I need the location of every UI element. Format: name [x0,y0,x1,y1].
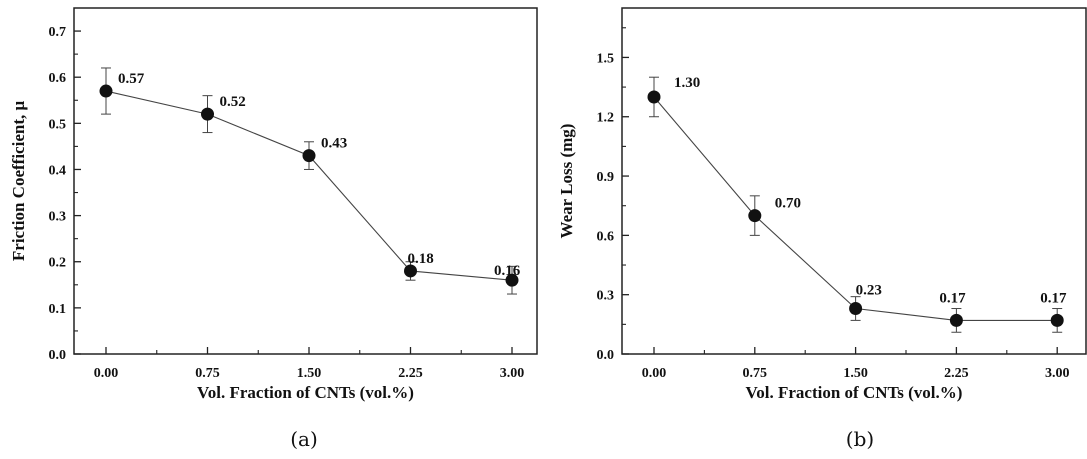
x-tick-label: 1.50 [297,366,322,381]
data-point [302,149,316,163]
x-tick-label: 0.75 [195,366,220,381]
x-tick-label: 0.00 [94,366,119,381]
x-tick-label: 2.25 [944,366,969,381]
data-point [505,273,519,287]
x-tick-label: 3.00 [1045,366,1070,381]
x-tick-label: 1.50 [843,366,868,381]
data-label: 0.18 [408,251,434,267]
panel-b-wear-chart: 0.0 0.3 0.6 0.9 1.2 1.5 0.00 0.75 1.50 2.25 3.00 1.… [557,7,1087,451]
data-label: 0.17 [939,290,966,306]
x-axis-title: Vol. Fraction of CNTs (vol.%) [746,383,963,402]
y-tick-label: 0.4 [49,163,67,178]
y-tick-label: 1.2 [597,111,615,126]
data-label: 0.70 [775,196,801,212]
y-tick-label: 0.7 [49,25,67,40]
panel-caption: (a) [290,427,318,451]
x-tick-label: 0.00 [642,366,667,381]
data-point [647,90,661,104]
y-tick-label: 0.0 [597,348,615,363]
data-point [1050,313,1064,327]
data-point [201,107,214,121]
y-tick-label: 0.2 [49,256,67,271]
panel-caption: (b) [846,427,874,451]
panel-a-friction-chart: 0.0 0.1 0.2 0.3 0.4 0.5 0.6 0.7 0.00 0.75 1.50 2.25… [9,7,538,451]
y-tick-label: 0.6 [49,71,67,86]
data-point [849,302,863,316]
x-axis-title: Vol. Fraction of CNTs (vol.%) [197,383,414,402]
data-point [404,264,417,278]
data-label: 0.57 [118,71,145,87]
y-tick-label: 0.0 [49,348,67,363]
data-point [748,209,762,223]
y-tick-label: 0.9 [597,170,615,185]
data-label: 0.17 [1040,290,1067,306]
data-label: 0.52 [220,94,246,110]
data-label: 0.16 [494,263,521,279]
series-line [105,90,513,281]
x-tick-label: 0.75 [743,366,768,381]
x-tick-label: 3.00 [500,366,525,381]
y-tick-label: 0.6 [597,229,615,244]
data-point [949,313,963,327]
plot-frame [73,7,538,355]
data-label: 1.30 [674,75,700,91]
y-tick-label: 1.5 [597,51,615,66]
x-tick-label: 2.25 [398,366,423,381]
data-label: 0.43 [321,136,347,152]
data-point [99,84,113,98]
data-label: 0.23 [856,283,882,299]
y-tick-label: 0.1 [49,302,67,317]
y-tick-label: 0.3 [597,289,615,304]
y-tick-label: 0.5 [49,117,67,132]
y-axis-title: Friction Coefficient, μ [9,101,28,262]
y-tick-label: 0.3 [49,210,67,225]
y-axis-title: Wear Loss (mg) [557,124,576,239]
plot-frame [621,7,1087,355]
